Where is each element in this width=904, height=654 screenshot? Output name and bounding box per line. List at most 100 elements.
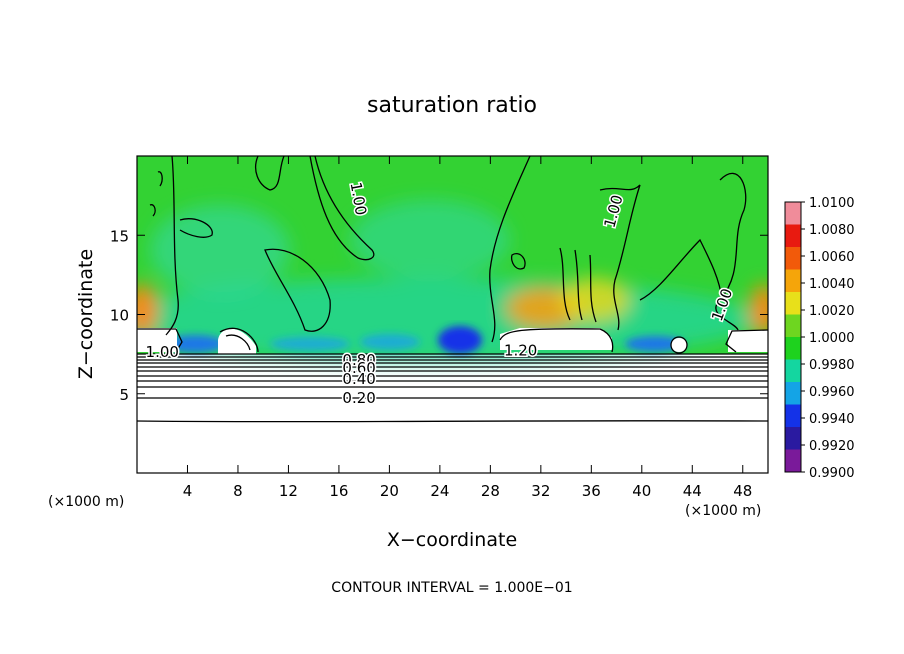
contour-label: 0.40 [342, 370, 375, 388]
field-white-cut-mid [500, 328, 612, 350]
field-white-cut-right [728, 330, 768, 352]
colorbar-label: 1.0000 [809, 331, 855, 346]
colorbar-label: 1.0080 [809, 223, 855, 238]
x-tick-label: 8 [233, 482, 243, 500]
colorbar-swatch [785, 269, 801, 293]
contour-label: 1.20 [504, 341, 537, 359]
colorbar-label: 1.0040 [809, 277, 855, 292]
contour-line [137, 380, 768, 382]
contour-line [219, 327, 259, 353]
field-cyan-top-left [150, 205, 290, 295]
field-blue-midleft [270, 337, 350, 351]
field-orange-left [137, 284, 158, 336]
contour-interval-note: CONTOUR INTERVAL = 1.000E−01 [331, 580, 572, 596]
contour-line [499, 328, 614, 353]
x-tick-label: 48 [733, 482, 752, 500]
colorbar-swatch [785, 359, 801, 383]
contour-line [137, 328, 183, 353]
colorbar-label: 1.0020 [809, 304, 855, 319]
colorbar-label: 0.9960 [809, 385, 855, 400]
colorbar-swatch [785, 224, 801, 248]
contour-line [309, 156, 375, 261]
contour-line [137, 375, 768, 377]
colorbar-label: 0.9900 [809, 466, 855, 481]
field-blue-right [625, 336, 685, 352]
x-tick-label: 44 [683, 482, 702, 500]
contour-line [165, 156, 179, 336]
field-blue-center [438, 326, 482, 354]
colorbar-swatch [785, 427, 801, 450]
contour-lines [137, 156, 768, 423]
colorbar-swatch [785, 314, 801, 338]
contour-line [599, 184, 641, 331]
contour-label: 0.80 [342, 351, 375, 369]
colorbar-swatch [785, 382, 801, 405]
contour-line [179, 218, 213, 238]
field-white-blob [671, 338, 687, 352]
colorbar-swatch [785, 202, 801, 225]
field-orange-right [750, 284, 768, 336]
contour-label: 1.00 [146, 343, 179, 361]
contour-line [137, 397, 768, 399]
colorbar-swatch [785, 337, 801, 360]
colorbar-swatch [785, 449, 801, 473]
colorbar [784, 201, 802, 473]
x-tick-label: 12 [279, 482, 298, 500]
contour-label: 0.60 [342, 359, 375, 377]
y-unit-label: (×1000 m) [48, 494, 124, 510]
contour-line [639, 238, 723, 301]
chart-title: saturation ratio [367, 93, 537, 118]
contour-line [149, 171, 163, 217]
x-tick-label: 28 [481, 482, 500, 500]
colorbar-swatch [785, 247, 801, 270]
contour-line [255, 156, 285, 191]
x-tick-label: 24 [430, 482, 449, 500]
contour-line [559, 247, 597, 323]
x-tick-label: 4 [183, 482, 193, 500]
x-axis-title: X−coordinate [387, 529, 517, 551]
saturation-field [137, 156, 768, 362]
contour-line [225, 334, 251, 351]
contour-line [137, 370, 768, 372]
colorbar-swatch [785, 404, 801, 428]
x-tick-label: 20 [380, 482, 399, 500]
x-axis: 4 8 12 16 20 24 28 32 36 40 44 48 [183, 156, 752, 500]
x-tick-label: 32 [531, 482, 550, 500]
y-tick-label: 10 [110, 307, 129, 325]
field-blue-midright [360, 334, 420, 350]
contour-line [715, 172, 747, 331]
y-tick-label: 15 [110, 227, 129, 245]
colorbar-swatch [785, 292, 801, 315]
x-tick-label: 16 [329, 482, 348, 500]
colorbar-labels: 1.0100 1.0080 1.0060 1.0040 1.0020 1.0000 0.99… [801, 196, 855, 481]
field-white-cut-left [137, 328, 177, 352]
contour-line [137, 362, 768, 364]
contour-label: 0.20 [342, 389, 375, 407]
colorbar-label: 1.0060 [809, 250, 855, 265]
plot-area: 1.00 1.001.001.00 1.200.800.600.400.20 [137, 156, 768, 473]
contour-line [670, 336, 688, 354]
x-tick-label: 40 [632, 482, 651, 500]
y-axis-title: Z−coordinate [75, 249, 97, 379]
colorbar-label: 0.9920 [809, 439, 855, 454]
contour-line [137, 420, 768, 423]
contour-line [489, 156, 531, 343]
contour-line [510, 253, 526, 270]
contour-line [137, 386, 768, 388]
contour-line [137, 366, 768, 368]
contour-line [137, 359, 768, 361]
y-axis: 5 10 15 [110, 227, 768, 404]
field-yellow-mid [560, 278, 630, 322]
field-cyan-top-mid [350, 200, 510, 280]
x-tick-label: 36 [582, 482, 601, 500]
x-unit-label: (×1000 m) [685, 503, 761, 519]
contour-line [137, 356, 768, 358]
contour-line [725, 329, 768, 353]
y-tick-label: 5 [119, 386, 129, 404]
contour-line [264, 248, 331, 332]
colorbar-label: 0.9980 [809, 358, 855, 373]
colorbar-label: 1.0100 [809, 196, 855, 211]
field-blue-left [165, 335, 225, 353]
contour-labels: 1.00 1.001.001.00 1.200.800.600.400.20 [144, 179, 738, 408]
